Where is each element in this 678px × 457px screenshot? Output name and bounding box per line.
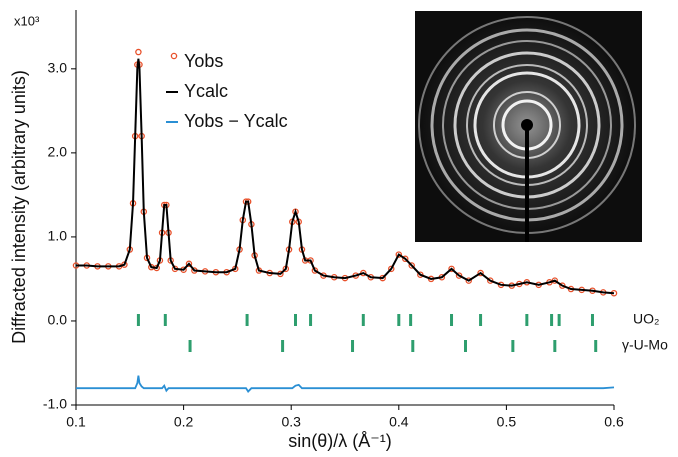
legend-label: Ycalc: [184, 81, 228, 101]
x-tick-label: 0.1: [66, 414, 86, 430]
y-axis-label: Diffracted intensity (arbitrary units): [9, 70, 29, 344]
legend-label: Yobs: [184, 51, 223, 71]
x-tick-label: 0.4: [389, 414, 409, 430]
y-multiplier: x10³: [14, 13, 40, 28]
y-tick-label: -1.0: [43, 396, 67, 412]
legend-label: Yobs − Ycalc: [184, 111, 288, 131]
y-tick-label: 2.0: [48, 144, 68, 160]
page: x10³ sin(θ)/λ (Å⁻¹) Diffracted intensity…: [0, 0, 678, 457]
reflection-label: γ-U-Mo: [622, 337, 668, 353]
chart: x10³ sin(θ)/λ (Å⁻¹) Diffracted intensity…: [0, 0, 678, 457]
diffraction-image: [415, 11, 642, 242]
reflection-label: UO₂: [633, 311, 659, 327]
y-tick-label: 3.0: [48, 60, 68, 76]
y-tick-label: 0.0: [48, 312, 68, 328]
y-tick-label: 1.0: [48, 228, 68, 244]
series-line: [76, 376, 614, 392]
data-point: [136, 49, 141, 54]
x-tick-label: 0.3: [281, 414, 301, 430]
x-tick-label: 0.2: [174, 414, 194, 430]
x-axis-label: sin(θ)/λ (Å⁻¹): [288, 431, 392, 451]
x-tick-label: 0.5: [497, 414, 517, 430]
legend-marker: [171, 53, 176, 58]
x-tick-label: 0.6: [604, 414, 624, 430]
